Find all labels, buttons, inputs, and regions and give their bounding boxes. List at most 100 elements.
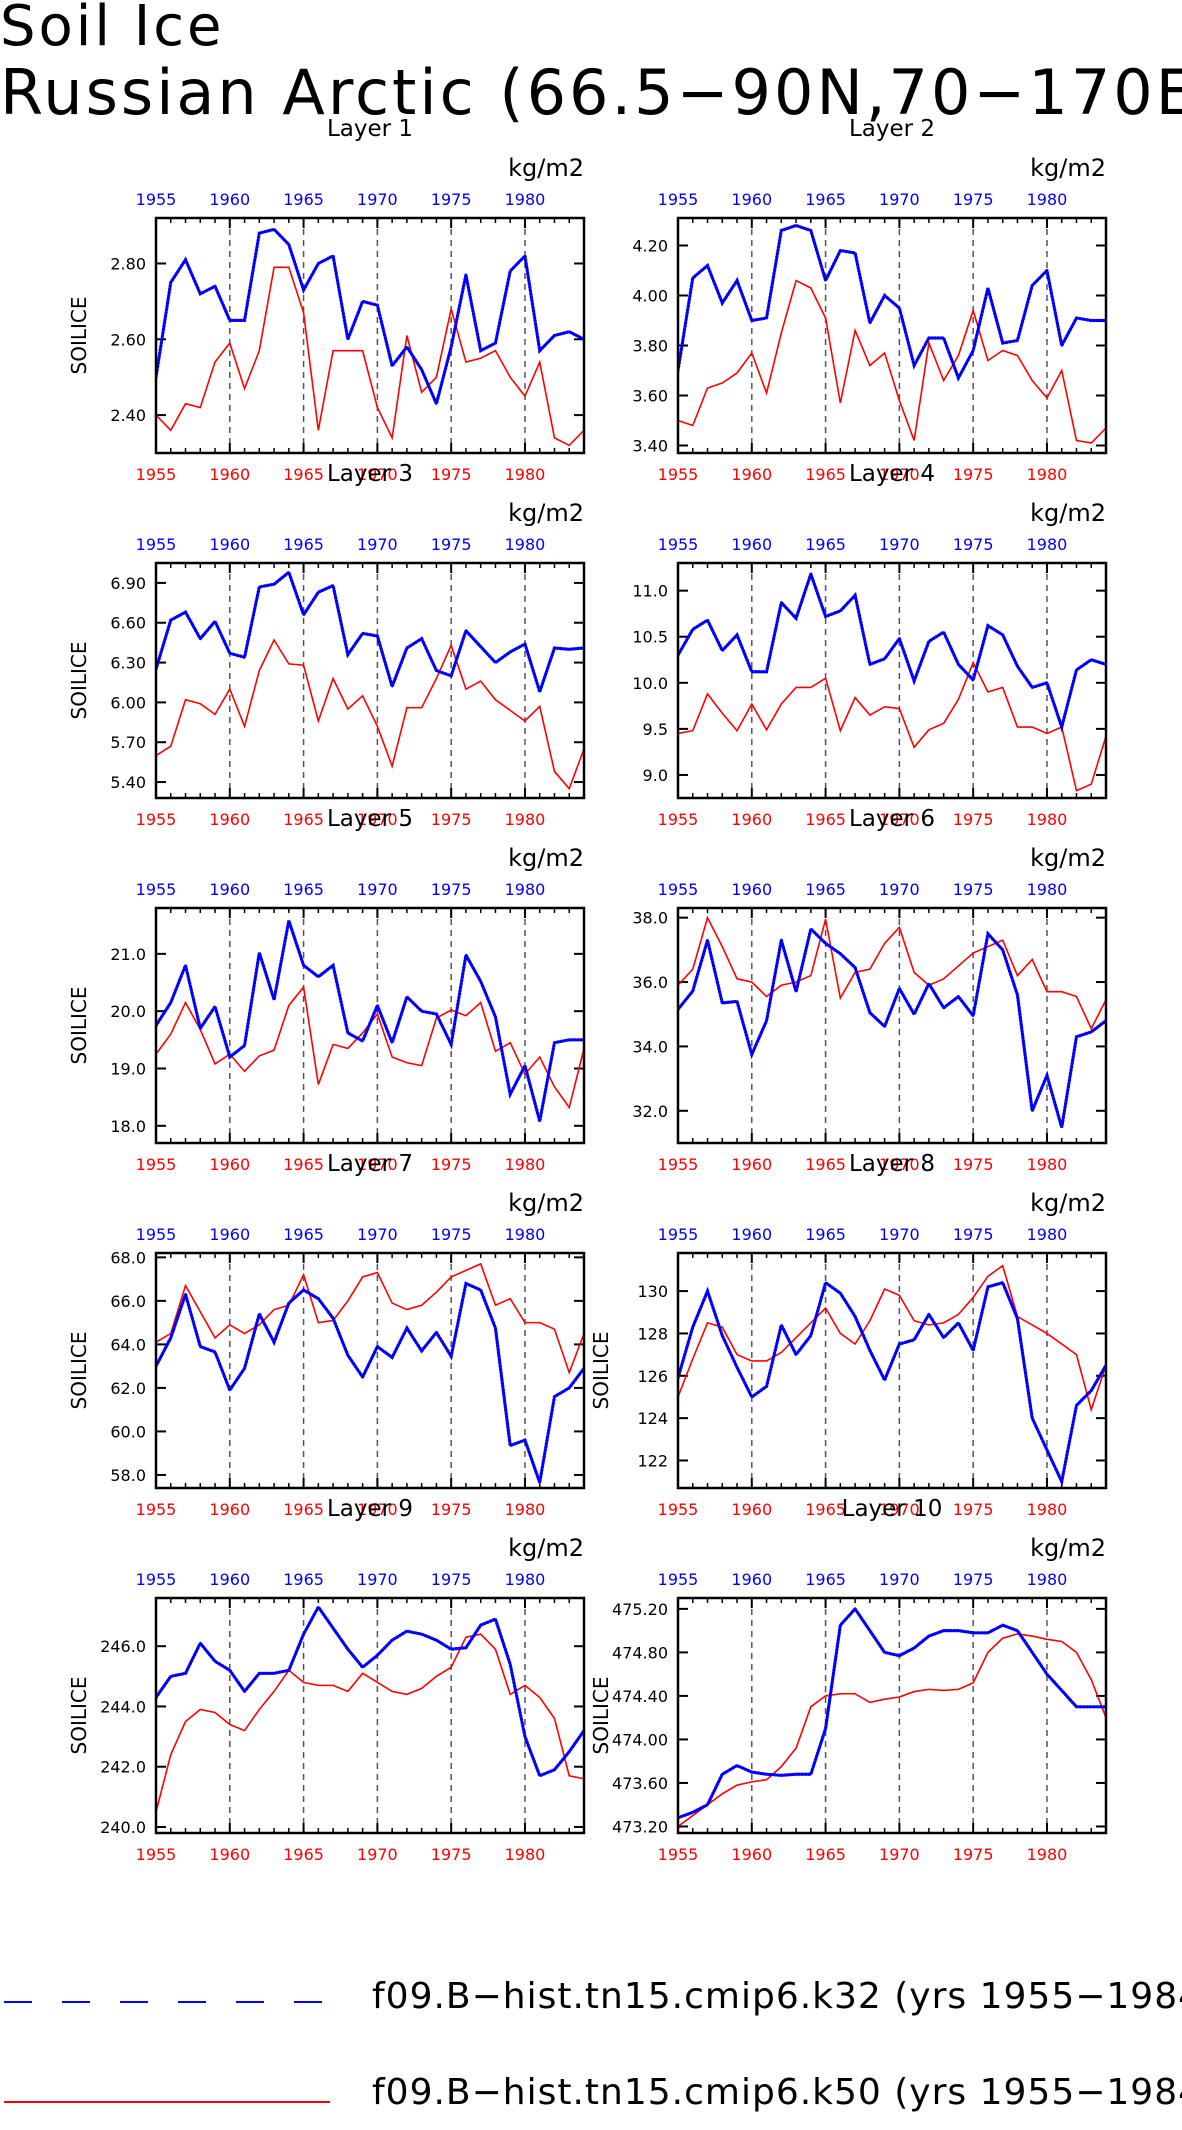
series-line-k32 xyxy=(156,920,584,1122)
y-tick-label: 62.0 xyxy=(110,1379,146,1398)
series-line-k50 xyxy=(156,638,584,791)
series-line-k32 xyxy=(678,1280,1106,1487)
x-tick-label-top: 1970 xyxy=(879,1570,920,1589)
x-tick-label-bottom: 1960 xyxy=(731,1155,772,1174)
series-line-k32 xyxy=(678,569,1106,733)
x-tick-label-top: 1970 xyxy=(879,190,920,209)
y-axis-label: SOILICE xyxy=(67,642,91,720)
x-tick-label-bottom: 1960 xyxy=(209,1500,250,1519)
series-line-k32 xyxy=(678,1606,1106,1820)
y-tick-label: 19.0 xyxy=(110,1059,146,1078)
x-tick-label-bottom: 1960 xyxy=(209,810,250,829)
x-tick-label-bottom: 1970 xyxy=(879,465,920,484)
x-tick-label-top: 1955 xyxy=(136,535,177,554)
x-tick-label-bottom: 1955 xyxy=(136,1845,177,1864)
x-tick-label-bottom: 1975 xyxy=(431,1845,472,1864)
x-tick-label-top: 1975 xyxy=(431,1570,472,1589)
series-line-k50 xyxy=(156,1633,584,1813)
x-tick-label-bottom: 1955 xyxy=(136,1155,177,1174)
x-tick-label-bottom: 1955 xyxy=(658,810,699,829)
x-tick-label-top: 1980 xyxy=(1027,1225,1068,1244)
x-tick-label-bottom: 1965 xyxy=(283,1155,324,1174)
x-tick-label-top: 1955 xyxy=(136,190,177,209)
x-tick-label-bottom: 1965 xyxy=(805,1845,846,1864)
chart-panel-7: Layer 7 kg/m2 SOILICE 1955 1955 1960 1960 1965 1… xyxy=(67,1151,586,1519)
x-tick-label-top: 1970 xyxy=(357,535,398,554)
x-tick-label-top: 1975 xyxy=(953,880,994,899)
series-line-k32 xyxy=(678,223,1106,382)
x-tick-label-top: 1975 xyxy=(431,190,472,209)
y-tick-label: 64.0 xyxy=(110,1335,146,1354)
y-tick-label: 20.0 xyxy=(110,1002,146,1021)
legend-label-k50: f09.B−hist.tn15.cmip6.k50 (yrs 1955−1984… xyxy=(372,2072,1182,2113)
y-tick-label: 21.0 xyxy=(110,945,146,964)
x-tick-label-top: 1965 xyxy=(805,1570,846,1589)
y-tick-label: 474.40 xyxy=(612,1687,668,1706)
plot-frame xyxy=(154,1251,586,1490)
x-tick-label-bottom: 1980 xyxy=(505,1155,546,1174)
x-tick-label-top: 1955 xyxy=(658,880,699,899)
y-tick-label: 3.80 xyxy=(632,337,668,356)
x-tick-label-top: 1970 xyxy=(357,1225,398,1244)
x-tick-label-bottom: 1975 xyxy=(953,1155,994,1174)
x-tick-label-bottom: 1975 xyxy=(431,1500,472,1519)
legend-entry-k50: f09.B−hist.tn15.cmip6.k50 (yrs 1955−1984… xyxy=(0,2070,1182,2130)
panel-title: Layer 8 xyxy=(849,1151,935,1177)
x-tick-label-bottom: 1970 xyxy=(879,1500,920,1519)
units-label: kg/m2 xyxy=(1030,1189,1106,1217)
x-tick-label-top: 1960 xyxy=(731,190,772,209)
x-tick-label-top: 1965 xyxy=(805,535,846,554)
x-tick-label-bottom: 1955 xyxy=(136,465,177,484)
series-line-k32 xyxy=(156,569,584,697)
x-tick-label-top: 1960 xyxy=(209,535,250,554)
x-tick-label-bottom: 1960 xyxy=(209,1155,250,1174)
series-line-k50 xyxy=(678,660,1106,792)
units-label: kg/m2 xyxy=(1030,1534,1106,1562)
x-tick-label-bottom: 1960 xyxy=(731,810,772,829)
x-tick-label-bottom: 1970 xyxy=(879,1155,920,1174)
series-line-k50 xyxy=(678,915,1106,1031)
y-axis-label: SOILICE xyxy=(589,1332,613,1410)
plot-frame xyxy=(676,1251,1108,1490)
chart-panel-9: Layer 9 kg/m2 SOILICE 1955 1955 1960 1960 1965 1… xyxy=(67,1496,586,1864)
x-tick-label-bottom: 1965 xyxy=(283,465,324,484)
y-tick-label: 2.60 xyxy=(110,330,146,349)
x-tick-label-bottom: 1970 xyxy=(357,810,398,829)
x-tick-label-bottom: 1960 xyxy=(209,465,250,484)
x-tick-label-bottom: 1965 xyxy=(805,1500,846,1519)
x-tick-label-bottom: 1955 xyxy=(658,1845,699,1864)
plot-frame xyxy=(154,906,586,1145)
x-tick-label-top: 1955 xyxy=(136,1225,177,1244)
y-tick-label: 244.0 xyxy=(100,1697,146,1716)
chart-panel-2: Layer 2 kg/m2 1955 1955 1960 1960 1965 1965 1970… xyxy=(632,116,1108,484)
x-tick-label-top: 1960 xyxy=(731,535,772,554)
panel-title: Layer 4 xyxy=(849,461,935,487)
x-tick-label-top: 1980 xyxy=(505,1570,546,1589)
x-tick-label-top: 1960 xyxy=(209,880,250,899)
chart-panel-6: Layer 6 kg/m2 1955 1955 1960 1960 1965 1965 1970… xyxy=(632,806,1108,1174)
x-tick-label-top: 1970 xyxy=(357,1570,398,1589)
x-tick-label-top: 1965 xyxy=(283,1570,324,1589)
x-tick-label-bottom: 1955 xyxy=(136,1500,177,1519)
legend-line-dashed-blue xyxy=(4,2001,330,2003)
y-tick-label: 3.60 xyxy=(632,387,668,406)
x-tick-label-bottom: 1975 xyxy=(953,1500,994,1519)
legend-entry-k32: f09.B−hist.tn15.cmip6.k32 (yrs 1955−1984… xyxy=(0,1968,1182,2028)
x-tick-label-bottom: 1980 xyxy=(505,1845,546,1864)
x-tick-label-bottom: 1965 xyxy=(805,465,846,484)
x-tick-label-top: 1975 xyxy=(953,535,994,554)
y-tick-label: 32.0 xyxy=(632,1102,668,1121)
x-tick-label-top: 1960 xyxy=(731,1225,772,1244)
series-line-k32 xyxy=(678,925,1106,1128)
series-line-k50 xyxy=(678,279,1106,444)
panel-title: Layer 10 xyxy=(842,1496,943,1522)
x-tick-label-top: 1955 xyxy=(136,1570,177,1589)
x-tick-label-top: 1955 xyxy=(658,1225,699,1244)
x-tick-label-top: 1965 xyxy=(283,880,324,899)
plot-frame xyxy=(154,216,586,455)
legend-line-solid-red xyxy=(4,2101,330,2103)
x-tick-label-top: 1970 xyxy=(879,1225,920,1244)
y-tick-label: 10.5 xyxy=(632,628,668,647)
x-tick-label-top: 1980 xyxy=(1027,1570,1068,1589)
y-tick-label: 6.60 xyxy=(110,614,146,633)
